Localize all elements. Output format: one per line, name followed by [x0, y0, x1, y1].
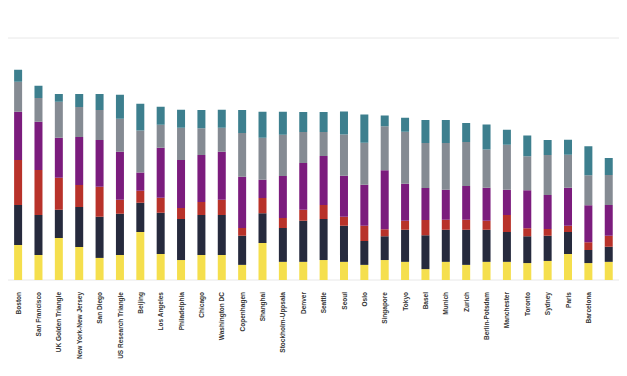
svg-text:Beijing: Beijing: [137, 292, 145, 314]
svg-text:Munich: Munich: [442, 292, 449, 315]
svg-text:Washington DC: Washington DC: [218, 292, 226, 340]
svg-text:Tokyo: Tokyo: [402, 292, 410, 311]
svg-text:Chicago: Chicago: [198, 292, 206, 318]
svg-text:San Diego: San Diego: [96, 292, 104, 324]
svg-text:New York-New Jersey: New York-New Jersey: [76, 292, 84, 359]
svg-text:US Research Triangle: US Research Triangle: [117, 292, 125, 359]
svg-text:UK Golden Triangle: UK Golden Triangle: [55, 292, 63, 353]
svg-text:Los Angeles: Los Angeles: [157, 292, 165, 331]
svg-text:Oslo: Oslo: [361, 292, 368, 306]
svg-text:Basel: Basel: [422, 292, 429, 310]
svg-text:Barcelona: Barcelona: [585, 292, 592, 324]
svg-text:Toronto: Toronto: [524, 292, 531, 316]
svg-text:Berlin-Potsdam: Berlin-Potsdam: [483, 292, 490, 340]
svg-text:Philadelphia: Philadelphia: [178, 292, 186, 331]
svg-text:Boston: Boston: [15, 292, 22, 314]
svg-text:Stockholm-Uppsala: Stockholm-Uppsala: [279, 292, 287, 353]
svg-text:Zurich: Zurich: [463, 292, 470, 312]
svg-text:Seoul: Seoul: [341, 292, 348, 310]
svg-text:Seattle: Seattle: [320, 292, 327, 314]
svg-text:Denver: Denver: [300, 292, 307, 315]
svg-text:Paris: Paris: [565, 292, 572, 308]
svg-text:Manchester: Manchester: [503, 292, 510, 329]
svg-text:San Francisco: San Francisco: [35, 292, 42, 336]
svg-text:Sydney: Sydney: [544, 292, 552, 316]
svg-text:Shanghai: Shanghai: [259, 292, 267, 321]
svg-text:Singapore: Singapore: [381, 292, 389, 324]
svg-text:Copenhagen: Copenhagen: [239, 292, 247, 331]
